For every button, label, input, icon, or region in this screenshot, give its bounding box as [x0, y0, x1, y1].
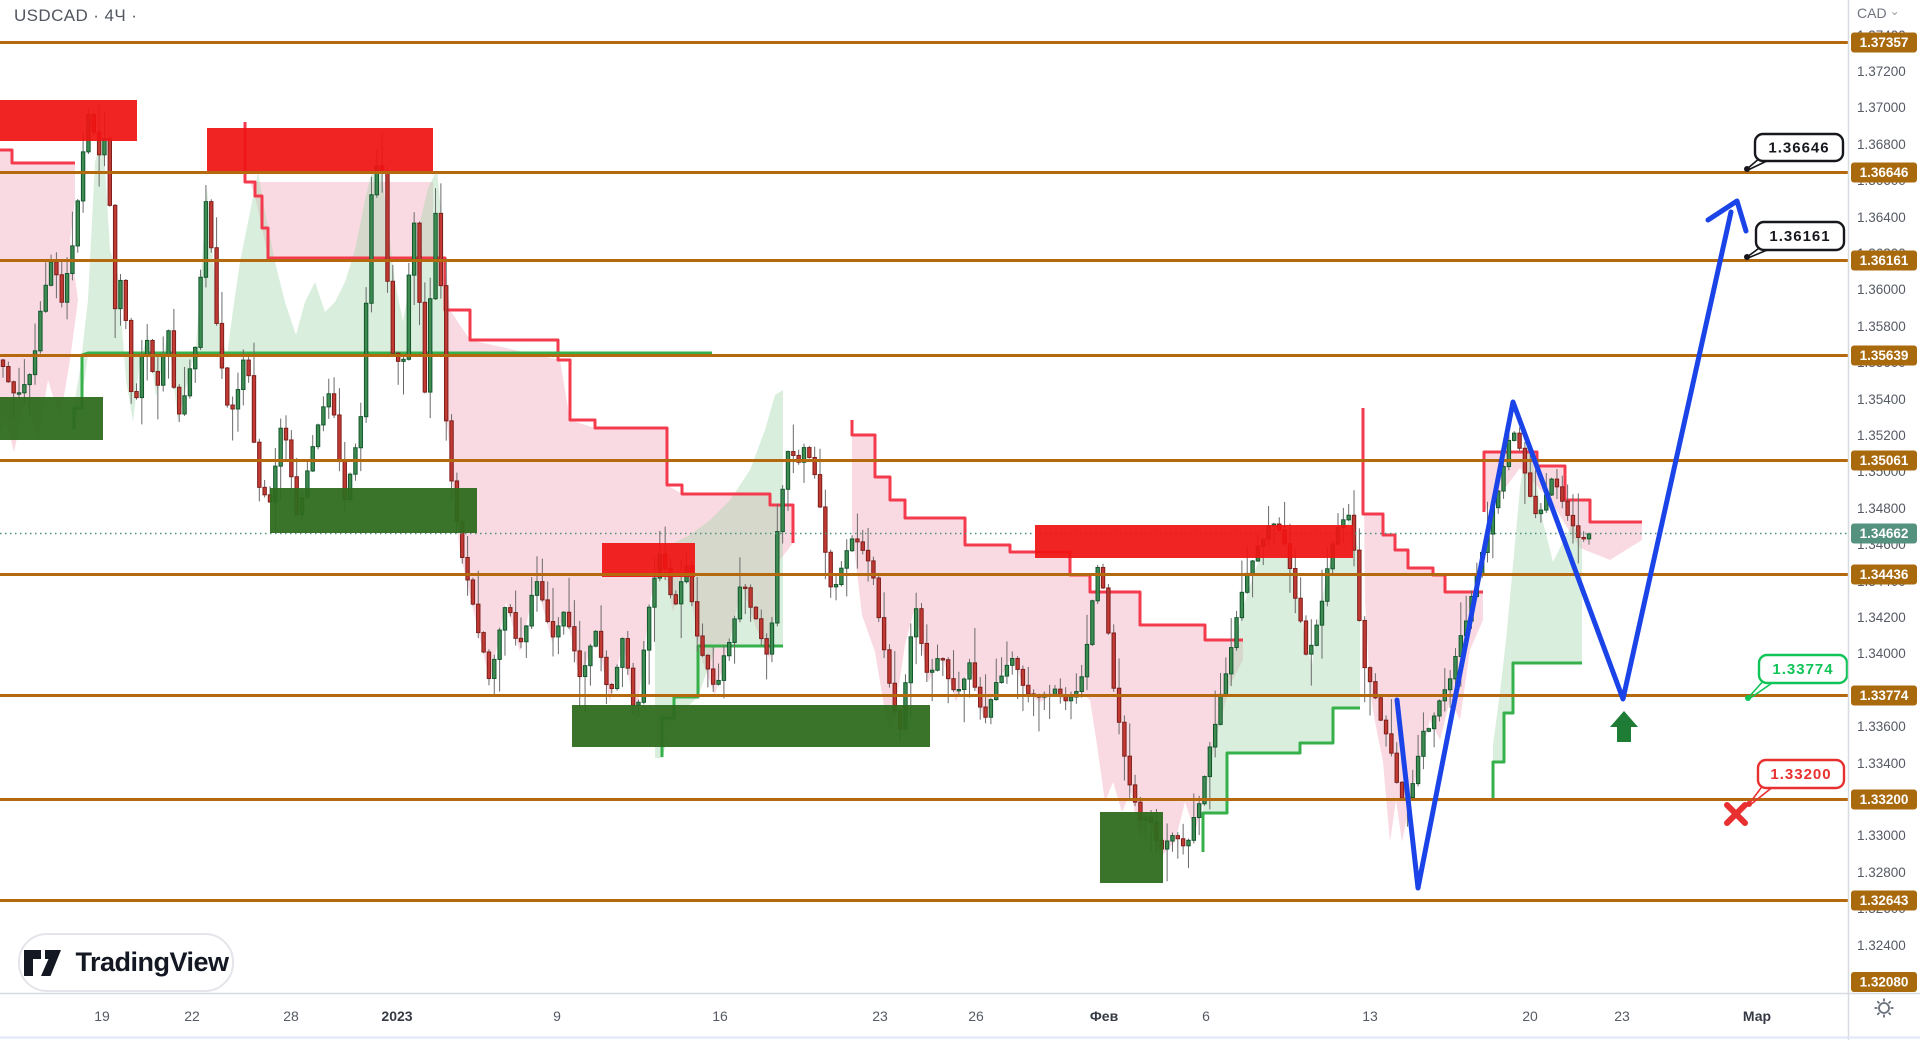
time-axis-label: 2023 [381, 1008, 412, 1024]
price-axis-badge: 1.33200 [1851, 789, 1917, 810]
time-axis-label: 23 [1614, 1008, 1630, 1024]
time-axis-label: Мар [1743, 1008, 1771, 1024]
supply-zone [207, 128, 433, 173]
callout-price-label: 1.36161 [1769, 228, 1830, 245]
buy-arrow-marker[interactable] [1610, 711, 1638, 742]
svg-text:1.34662: 1.34662 [1860, 526, 1909, 541]
time-axis-label: Фев [1090, 1008, 1119, 1024]
demand-zone [572, 705, 930, 747]
time-axis-label: 19 [94, 1008, 110, 1024]
price-axis-badge: 1.35061 [1851, 450, 1917, 471]
price-callout[interactable]: 1.33774 [1745, 653, 1849, 701]
arrow-head-icon [1705, 198, 1749, 234]
price-axis-badge: 1.32643 [1851, 890, 1917, 911]
price-axis-label: 1.33600 [1857, 719, 1906, 734]
time-axis-label: 26 [968, 1008, 984, 1024]
supply-zones[interactable] [0, 100, 1353, 577]
price-callout[interactable]: 1.33200 [1746, 758, 1846, 807]
price-axis-label: 1.37200 [1857, 64, 1906, 79]
price-axis-badge: 1.32080 [1851, 972, 1917, 992]
price-axis-label: 1.37000 [1857, 100, 1906, 115]
svg-text:1.32080: 1.32080 [1860, 975, 1909, 990]
price-axis-badge: 1.33774 [1851, 685, 1917, 706]
demand-zone [1100, 812, 1163, 883]
current-price-badge: 1.34662 [1851, 523, 1917, 544]
settings-gear-icon[interactable] [1872, 996, 1896, 1020]
price-axis-badge: 1.35639 [1851, 345, 1917, 366]
svg-text:1.36646: 1.36646 [1860, 165, 1909, 180]
price-axis-label: 1.36400 [1857, 210, 1906, 225]
price-axis-label: 1.33400 [1857, 756, 1906, 771]
svg-text:1.33774: 1.33774 [1860, 688, 1909, 703]
callout-anchor-dot [1745, 695, 1751, 701]
svg-text:1.33200: 1.33200 [1860, 792, 1909, 807]
tradingview-logo[interactable]: TradingView [18, 933, 234, 992]
invalidation-x-marker[interactable] [1724, 802, 1748, 826]
price-axis-badge: 1.36646 [1851, 162, 1917, 183]
projection-arrow[interactable] [1394, 198, 1749, 891]
callout-price-label: 1.33774 [1772, 661, 1833, 678]
time-axis-label: 28 [283, 1008, 299, 1024]
supply-zone [0, 100, 137, 141]
callout-price-label: 1.36646 [1768, 140, 1829, 157]
price-axis-label: 1.33000 [1857, 828, 1906, 843]
currency-label: CAD [1857, 5, 1887, 21]
time-axis-label: 16 [712, 1008, 728, 1024]
callout-anchor-dot [1744, 254, 1750, 260]
price-axis-label: 1.34800 [1857, 501, 1906, 516]
symbol-title[interactable]: USDCAD · 4Ч · [14, 6, 138, 25]
price-axis-badge: 1.37357 [1851, 32, 1917, 53]
svg-text:1.32643: 1.32643 [1860, 893, 1909, 908]
callout-anchor-dot [1746, 801, 1752, 807]
time-axis-label: 20 [1522, 1008, 1538, 1024]
callout-anchor-dot [1744, 166, 1750, 172]
price-axis-label: 1.35400 [1857, 392, 1906, 407]
x-icon [1724, 802, 1748, 826]
svg-text:1.37357: 1.37357 [1860, 35, 1909, 50]
supply-zone [1035, 525, 1353, 558]
tradingview-logo-text: TradingView [75, 947, 229, 977]
svg-text:1.35061: 1.35061 [1860, 453, 1909, 468]
svg-text:1.34436: 1.34436 [1860, 567, 1909, 582]
supply-zone [602, 543, 695, 577]
up-arrow-icon [1610, 711, 1638, 742]
price-axis-badge: 1.34436 [1851, 564, 1917, 585]
horizontal-level-lines[interactable] [0, 41, 1848, 902]
demand-zones[interactable] [0, 397, 1163, 883]
tradingview-logo-icon [24, 949, 62, 976]
price-callout[interactable]: 1.36161 [1744, 220, 1846, 260]
svg-text:1.36161: 1.36161 [1860, 253, 1909, 268]
candlestick-series[interactable] [0, 105, 1592, 882]
time-axis-label: 23 [872, 1008, 888, 1024]
time-axis-label: 13 [1362, 1008, 1378, 1024]
price-axis-label: 1.35800 [1857, 319, 1906, 334]
svg-text:1.35639: 1.35639 [1860, 348, 1909, 363]
time-axis-label: 9 [553, 1008, 561, 1024]
price-axis-label: 1.34200 [1857, 610, 1906, 625]
demand-zone [0, 397, 103, 440]
time-axis[interactable]: 19 22 28 2023 9 16 23 26 Фев 6 13 20 23 Мар [94, 1008, 1771, 1024]
chevron-down-icon: ⌄ [1889, 4, 1900, 18]
demand-zone [270, 488, 477, 533]
price-axis-label: 1.35200 [1857, 428, 1906, 443]
time-axis-label: 22 [184, 1008, 200, 1024]
time-axis-label: 6 [1202, 1008, 1210, 1024]
price-axis-label: 1.36800 [1857, 137, 1906, 152]
callout-price-label: 1.33200 [1770, 766, 1831, 783]
price-axis-label: 1.32800 [1857, 865, 1906, 880]
price-callout[interactable]: 1.36646 [1744, 132, 1845, 172]
price-axis-label: 1.34000 [1857, 646, 1906, 661]
price-axis-label: 1.32400 [1857, 938, 1906, 953]
price-axis-badge: 1.36161 [1851, 250, 1917, 271]
price-axis-label: 1.36000 [1857, 282, 1906, 297]
currency-selector[interactable]: CAD ⌄ [1857, 4, 1900, 21]
